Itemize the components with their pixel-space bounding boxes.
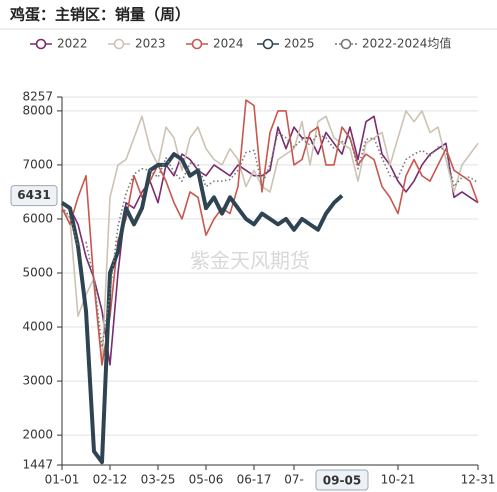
x-tick-label: 05-06: [189, 473, 224, 487]
y-tick-label: 8000: [22, 103, 53, 117]
legend-marker: [191, 38, 203, 50]
crosshair-x-label: 09-05: [323, 474, 361, 488]
legend-marker: [35, 38, 47, 50]
legend-marker: [340, 38, 352, 50]
x-tick-label: 10-21: [381, 473, 416, 487]
legend-label: 2023: [135, 37, 166, 51]
y-tick-label: 6000: [22, 211, 53, 225]
y-tick-label: 7000: [22, 157, 53, 171]
chart-title: 鸡蛋：主销区：销量（周）: [9, 6, 190, 24]
watermark: 紫金天风期货: [190, 249, 310, 273]
legend-label: 2024: [213, 37, 244, 51]
legend-marker: [113, 38, 125, 50]
y-tick-label: 1447: [22, 458, 53, 472]
crosshair-y-box: [10, 185, 58, 207]
legend-item: 2025: [257, 37, 315, 51]
y-tick-label: 5000: [22, 266, 53, 280]
legend-marker: [262, 38, 274, 50]
crosshair-y-label: 6431: [17, 188, 50, 202]
legend-item: 2024: [186, 37, 244, 51]
y-tick-label: 4000: [22, 320, 53, 334]
y-tick-label: 2000: [22, 428, 53, 442]
series-line: [61, 110, 479, 366]
x-tick-label: 12-31: [461, 473, 496, 487]
x-tick-label: 06-17: [237, 473, 272, 487]
series-line: [61, 115, 479, 366]
crosshair-x-box: [315, 469, 369, 491]
series-line: [61, 99, 479, 366]
legend-item: 2022-2024均值: [335, 36, 451, 51]
x-tick-label: 03-25: [141, 473, 176, 487]
x-tick-label: 01-01: [45, 473, 80, 487]
legend-label: 2022-2024均值: [362, 36, 451, 51]
y-tick-label: 3000: [22, 374, 53, 388]
legend-label: 2025: [284, 37, 315, 51]
legend-label: 2022: [57, 37, 88, 51]
x-tick-label: 07-: [284, 473, 304, 487]
legend-item: 2022: [30, 37, 88, 51]
x-tick-label: 02-12: [93, 473, 128, 487]
legend-item: 2023: [108, 37, 166, 51]
y-tick-label: 8257: [22, 90, 53, 104]
